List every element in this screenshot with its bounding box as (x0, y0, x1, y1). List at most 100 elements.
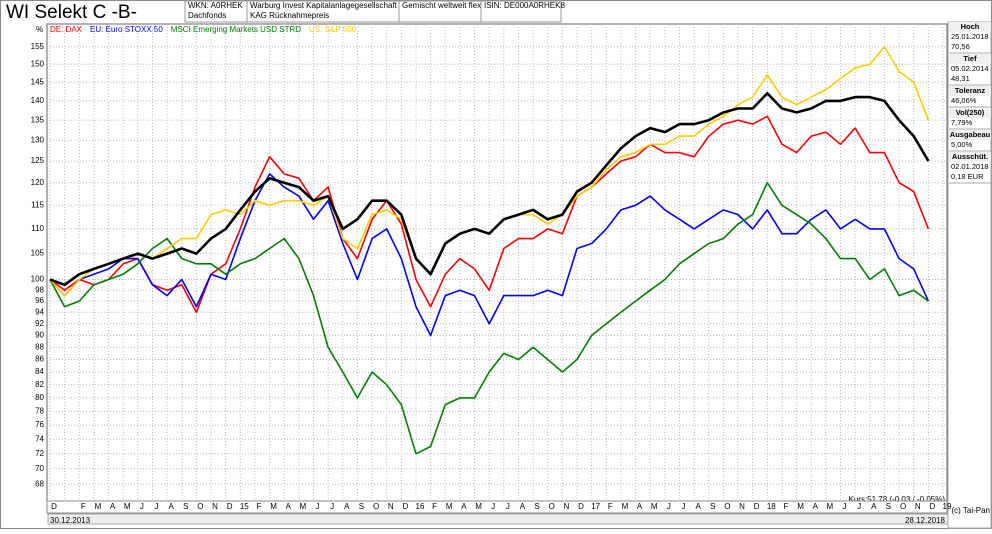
x-tick-label: J (140, 502, 144, 511)
y-tick-label: 88 (35, 342, 44, 351)
x-tick-label: D (51, 502, 57, 511)
x-tick-label: F (432, 502, 437, 511)
x-tick-label: M (475, 502, 482, 511)
y-tick-label: 68 (35, 479, 44, 488)
x-tick-label: M (651, 502, 658, 511)
y-tick-label: 120 (31, 178, 45, 187)
x-tick-label: J (330, 502, 334, 511)
x-tick-label: A (110, 502, 116, 511)
x-tick-label: N (915, 502, 921, 511)
quote: Kurs:51,78 (-0,03 / -0,05%) (849, 495, 946, 504)
y-tick-label: 82 (35, 380, 44, 389)
x-tick-label: S (359, 502, 364, 511)
y-tick-label: 130 (31, 135, 45, 144)
x-tick-label: S (183, 502, 188, 511)
x-tick-label: O (549, 502, 555, 511)
x-tick-label: J (154, 502, 158, 511)
x-tick-label: N (212, 502, 218, 511)
x-tick-label: N (739, 502, 745, 511)
y-tick-label: 76 (35, 420, 44, 429)
header-text: Warburg Invest Kapitalanlagegesellschaft (250, 1, 398, 10)
y-tick-label: 98 (35, 285, 44, 294)
side-panel (947, 21, 992, 529)
y-tick-label: 110 (31, 224, 44, 233)
x-tick-label: A (520, 502, 526, 511)
header-cell (480, 0, 562, 23)
panel-value: 70,56 (951, 42, 970, 51)
y-tick-label: 100 (31, 275, 45, 284)
x-tick-label: O (373, 502, 379, 511)
x-tick-label: N (388, 502, 394, 511)
panel-head (949, 130, 991, 140)
x-tick-label: J (316, 502, 320, 511)
panel-head (949, 108, 991, 118)
x-tick-label: M (827, 502, 834, 511)
x-tick-label: 18 (767, 502, 776, 511)
x-tick-label: D (929, 502, 935, 511)
x-tick-label: M (446, 502, 453, 511)
x-tick-label: M (300, 502, 307, 511)
x-axis-band (46, 500, 948, 514)
y-tick-label: 78 (35, 406, 44, 415)
y-tick-label: 140 (31, 96, 45, 105)
x-tick-label: J (681, 502, 685, 511)
x-tick-label: F (784, 502, 789, 511)
x-tick-label: A (168, 502, 174, 511)
legend-entry: MSCI Emerging Markets USD STRD (171, 25, 301, 34)
x-tick-label: S (534, 502, 539, 511)
legend-entry: EU: Euro STOXX 50 (90, 25, 163, 34)
start-date: 30.12.2013 (50, 516, 91, 525)
x-tick-label: F (257, 502, 262, 511)
panel-head (949, 152, 991, 162)
y-tick-label: 80 (35, 393, 44, 402)
y-tick-label: 155 (31, 42, 45, 51)
panel-value: 0,18 EUR (951, 172, 984, 181)
header-text: Dachfonds (188, 11, 226, 20)
legend-entry: DE: DAX (50, 25, 83, 34)
series-line (49, 92, 930, 287)
x-tick-label: J (667, 502, 671, 511)
header-text: Gemischt weltweit flexibel (402, 1, 494, 10)
y-tick-label: 96 (35, 296, 44, 305)
x-tick-label: D (227, 502, 233, 511)
header-text: ISIN: DE000A0RHEK8 (484, 1, 565, 10)
panel-label: Tief (963, 54, 977, 63)
x-tick-label: A (695, 502, 701, 511)
panel-label: Hoch (961, 22, 980, 31)
x-tick-label: O (900, 502, 906, 511)
x-tick-label: 15 (240, 502, 249, 511)
scrollbar[interactable] (47, 513, 949, 525)
y-tick-label: 145 (31, 77, 45, 86)
panel-value: 05.02.2014 (951, 64, 989, 73)
x-tick-label: M (124, 502, 131, 511)
x-tick-label: J (857, 502, 861, 511)
panel-head (949, 86, 991, 96)
y-tick-label: 94 (35, 307, 44, 316)
y-tick-label: 125 (31, 156, 45, 165)
panel-head (949, 22, 991, 32)
x-tick-label: D (754, 502, 760, 511)
x-tick-label: F (608, 502, 613, 511)
copyright: (c) Tai-Pan (951, 506, 990, 515)
panel-value: 25.01.2018 (951, 32, 989, 41)
x-tick-label: 17 (591, 502, 600, 511)
y-tick-label: 150 (31, 59, 45, 68)
x-tick-label: A (637, 502, 643, 511)
x-tick-label: J (506, 502, 510, 511)
fund-title: WI Selekt C -B- (6, 2, 137, 23)
x-tick-label: D (402, 502, 408, 511)
x-tick-label: A (871, 502, 877, 511)
x-tick-label: O (197, 502, 203, 511)
y-tick-label: 135 (31, 115, 45, 124)
x-tick-label: S (710, 502, 715, 511)
y-tick-label: 92 (35, 319, 44, 328)
x-tick-label: 19 (943, 502, 952, 511)
series-line (49, 181, 929, 455)
y-tick-label: 115 (31, 200, 44, 209)
panel-label: Vol(250) (956, 108, 985, 117)
x-tick-label: S (886, 502, 891, 511)
x-tick-label: A (813, 502, 819, 511)
panel-value: 5,00% (951, 140, 973, 149)
